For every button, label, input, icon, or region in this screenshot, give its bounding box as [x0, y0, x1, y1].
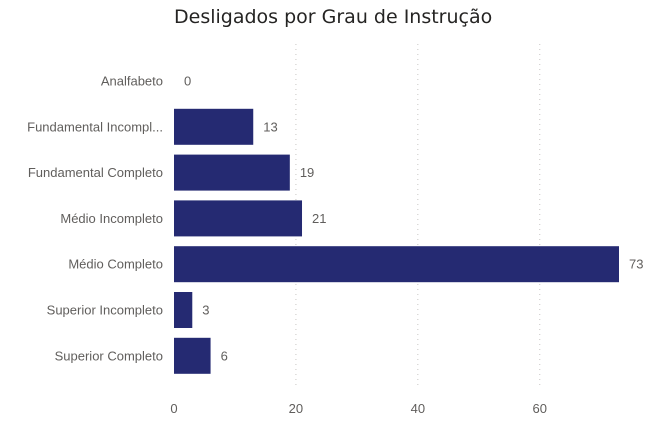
- gridlines: [295, 44, 541, 386]
- category-label: Médio Completo: [68, 257, 163, 272]
- x-tick-label: 60: [533, 401, 547, 416]
- chart-title: Desligados por Grau de Instrução: [174, 6, 493, 28]
- data-label: 13: [263, 119, 277, 134]
- bar: [174, 108, 254, 145]
- x-tick-label: 20: [289, 401, 303, 416]
- data-label: 6: [221, 348, 228, 363]
- data-label: 0: [184, 74, 191, 89]
- bar: [174, 337, 211, 374]
- category-label: Superior Completo: [55, 348, 163, 363]
- category-label: Médio Incompleto: [60, 211, 163, 226]
- x-tick-label: 40: [411, 401, 425, 416]
- data-label: 73: [629, 257, 643, 272]
- x-tick-label: 0: [170, 401, 177, 416]
- data-label: 19: [300, 165, 314, 180]
- bar: [174, 154, 290, 191]
- data-label: 3: [202, 303, 209, 318]
- bar: [174, 200, 303, 237]
- category-label: Fundamental Incompl...: [27, 119, 163, 134]
- category-label: Analfabeto: [101, 74, 163, 89]
- data-labels: 0 13 19 21 73 3 6: [184, 74, 643, 364]
- bar: [174, 246, 619, 283]
- category-labels: Analfabeto Fundamental Incompl... Fundamen…: [27, 74, 163, 364]
- data-label: 21: [312, 211, 326, 226]
- x-axis-ticks: 0 20 40 60: [170, 401, 547, 416]
- bars: [174, 108, 619, 374]
- category-label: Fundamental Completo: [28, 165, 163, 180]
- category-label: Superior Incompleto: [47, 303, 163, 318]
- bar: [174, 292, 193, 328]
